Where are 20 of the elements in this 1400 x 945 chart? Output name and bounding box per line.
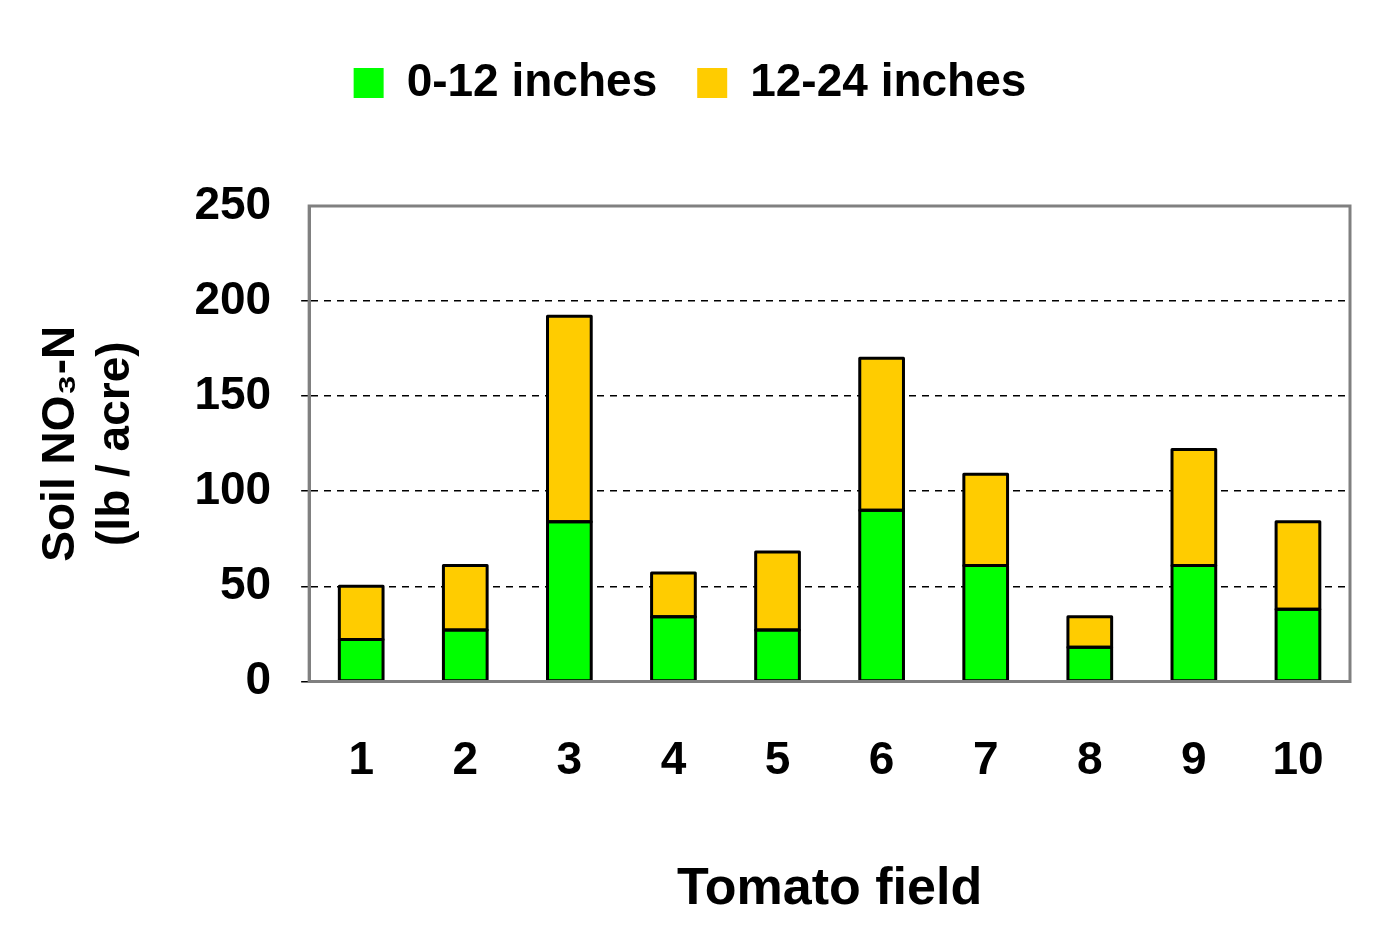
x-tick-label: 1 bbox=[348, 731, 374, 784]
y-tick-label: 100 bbox=[194, 461, 272, 514]
x-tick-label: 9 bbox=[1181, 731, 1207, 784]
x-tick-label: 3 bbox=[556, 731, 583, 784]
x-tick-label: 5 bbox=[764, 731, 791, 784]
x-tick-label: 4 bbox=[660, 731, 687, 784]
x-tick-label: 6 bbox=[868, 731, 895, 784]
legend-label: 12-24 inches bbox=[750, 53, 1027, 106]
y-tick-label: 250 bbox=[194, 176, 272, 229]
legend-label: 0-12 inches bbox=[406, 53, 658, 106]
y-tick-label: 200 bbox=[194, 271, 272, 324]
y-tick-label: 50 bbox=[219, 557, 272, 610]
x-tick-label: 10 bbox=[1272, 731, 1324, 784]
y-tick-label: 150 bbox=[194, 366, 272, 419]
x-axis-title: Tomato field bbox=[676, 857, 983, 916]
x-tick-label: 8 bbox=[1076, 731, 1103, 784]
y-axis-title: Soil NO₃-N (lb / acre) bbox=[32, 325, 140, 562]
x-tick-label: 2 bbox=[452, 731, 479, 784]
y-tick-label: 0 bbox=[245, 652, 272, 705]
x-tick-label: 7 bbox=[972, 731, 999, 784]
